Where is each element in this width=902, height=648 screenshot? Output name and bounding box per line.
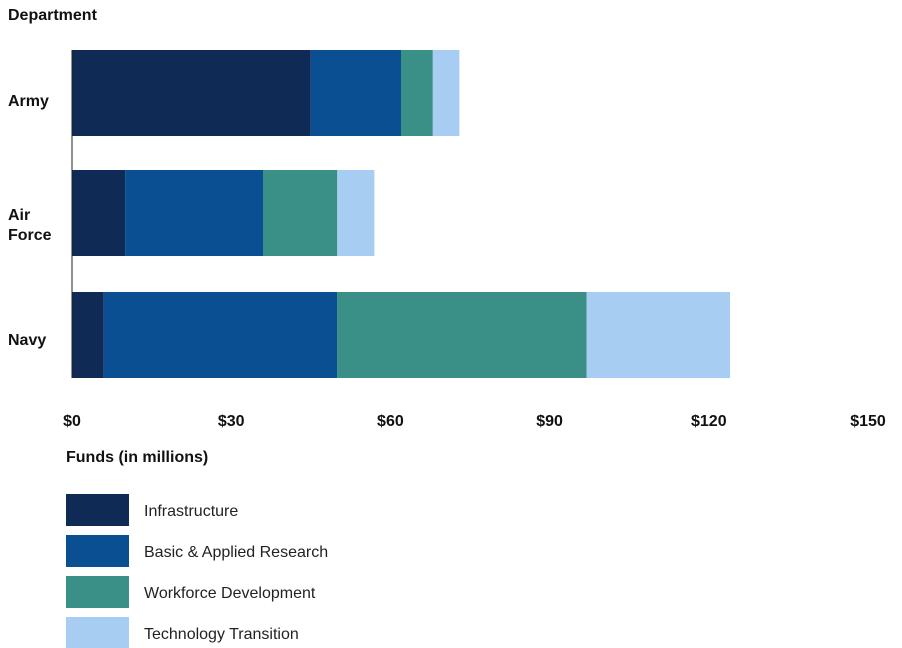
- bar-air-force-technology-transition: [337, 170, 375, 256]
- x-tick-label: $0: [63, 413, 81, 430]
- bar-air-force-workforce-development: [263, 170, 338, 256]
- bar-navy-workforce-development: [337, 292, 587, 378]
- x-tick-label: $120: [691, 413, 727, 430]
- legend: Infrastructure Basic & Applied Research Wo…: [66, 494, 328, 648]
- legend-label: Technology Transition: [144, 626, 299, 643]
- x-axis-tick-labels: $0 $30 $60 $90 $120 $150: [63, 413, 886, 430]
- y-axis-title: Department: [8, 7, 98, 24]
- bar-segments: [72, 50, 730, 378]
- x-tick-label: $90: [536, 413, 563, 430]
- x-tick-label: $30: [218, 413, 245, 430]
- category-label-navy: Navy: [8, 332, 46, 349]
- bar-navy-infrastructure: [72, 292, 104, 378]
- category-label-army: Army: [8, 93, 49, 110]
- y-axis-category-labels: Army Air Force Navy: [8, 93, 52, 349]
- x-tick-label: $60: [377, 413, 404, 430]
- bar-air-force-infrastructure: [72, 170, 126, 256]
- bar-navy-basic-and-applied-research: [103, 292, 338, 378]
- legend-swatch: [66, 494, 129, 526]
- legend-label: Infrastructure: [144, 503, 238, 520]
- bar-air-force-basic-and-applied-research: [125, 170, 264, 256]
- category-label-air-force: Air Force: [8, 207, 52, 244]
- bar-army-basic-and-applied-research: [310, 50, 401, 136]
- bar-army-technology-transition: [432, 50, 460, 136]
- legend-label: Basic & Applied Research: [144, 544, 328, 561]
- legend-label: Workforce Development: [144, 585, 316, 602]
- legend-swatch: [66, 576, 129, 608]
- x-axis-title: Funds (in millions): [66, 449, 208, 466]
- bar-army-workforce-development: [401, 50, 433, 136]
- bar-navy-technology-transition: [586, 292, 730, 378]
- legend-swatch: [66, 535, 129, 567]
- legend-swatch: [66, 617, 129, 648]
- bar-army-infrastructure: [72, 50, 311, 136]
- x-tick-label: $150: [850, 413, 886, 430]
